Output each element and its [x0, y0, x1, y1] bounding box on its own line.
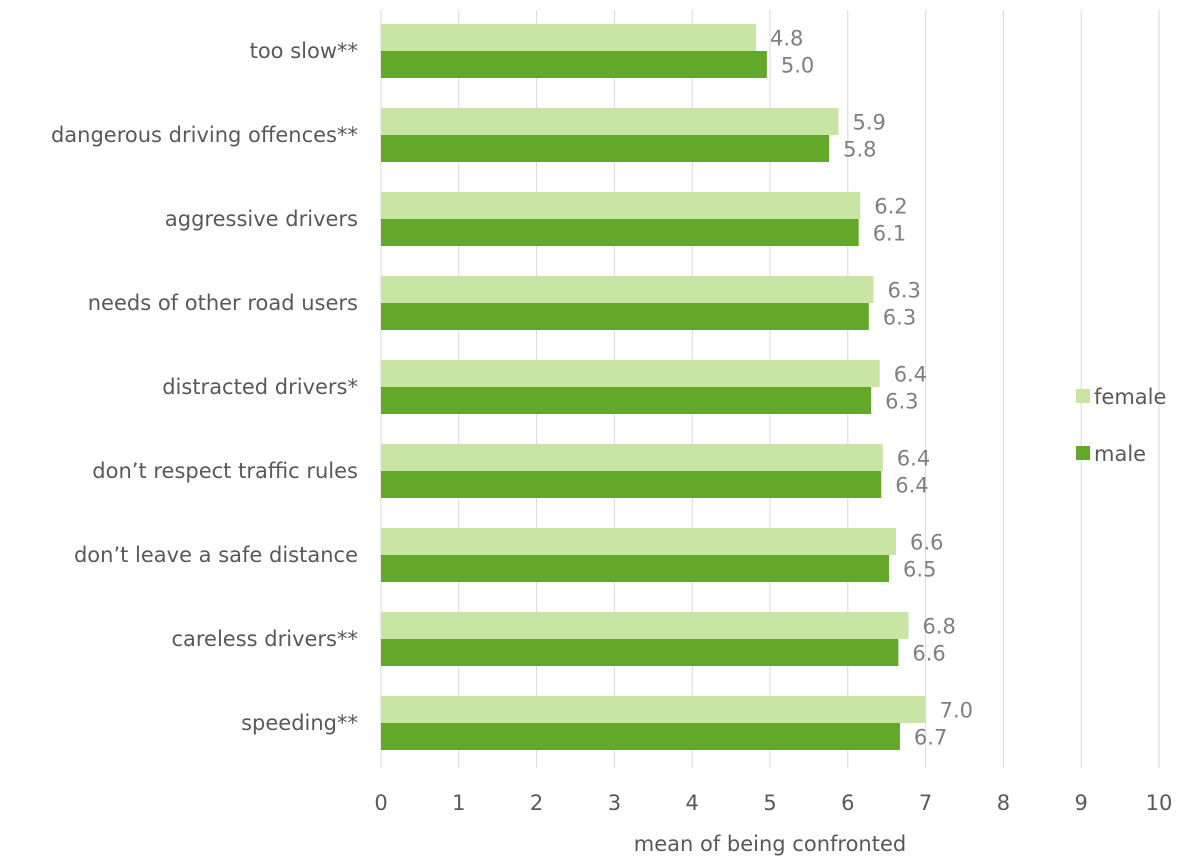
category-label: careless drivers**	[171, 627, 358, 651]
bar-female	[381, 528, 897, 555]
value-label-female: 6.3	[887, 279, 920, 303]
legend-swatch-male	[1076, 446, 1090, 460]
bar-female	[381, 696, 926, 723]
x-tick-label-0: 0	[374, 791, 387, 815]
value-labels: 4.8 5.0 5.9 5.8 6.2 6.1 6.3 6.3 6.4 6.3 6.4 6.4 6.6 6…	[770, 27, 973, 750]
bar-female	[381, 444, 883, 471]
value-label-male: 6.3	[885, 390, 918, 414]
x-tick-label-4: 4	[686, 791, 699, 815]
bar-female	[381, 108, 839, 135]
x-tick-label-5: 5	[763, 791, 776, 815]
bar-male	[381, 135, 830, 162]
bar-female	[381, 612, 909, 639]
x-tick-label-8: 8	[997, 791, 1010, 815]
category-labels: too slow** dangerous driving offences** ag…	[51, 39, 358, 735]
category-label: distracted drivers*	[162, 375, 358, 399]
bar-female	[381, 276, 874, 303]
bar-male	[381, 723, 900, 750]
bar-female	[381, 360, 880, 387]
value-label-male: 6.1	[873, 222, 906, 246]
bar-male	[381, 51, 767, 78]
value-label-male: 6.6	[912, 642, 945, 666]
value-label-female: 6.8	[922, 615, 955, 639]
value-label-male: 5.0	[781, 54, 814, 78]
x-tick-label-2: 2	[530, 791, 543, 815]
category-label: speeding**	[241, 711, 358, 735]
bar-male	[381, 219, 859, 246]
bar-female	[381, 24, 756, 51]
category-label: dangerous driving offences**	[51, 123, 358, 147]
value-label-female: 6.2	[874, 195, 907, 219]
category-label: aggressive drivers	[165, 207, 358, 231]
bar-male	[381, 471, 882, 498]
bar-male	[381, 555, 890, 582]
legend: female male	[1076, 385, 1166, 466]
category-label: needs of other road users	[88, 291, 358, 315]
x-tick-label-7: 7	[919, 791, 932, 815]
legend-label-male: male	[1094, 442, 1146, 466]
bar-male	[381, 387, 872, 414]
x-tick-label-10: 10	[1146, 791, 1173, 815]
category-label: don’t respect traffic rules	[92, 459, 358, 483]
value-label-male: 6.3	[883, 306, 916, 330]
x-tick-label-9: 9	[1075, 791, 1088, 815]
x-axis-title: mean of being confronted	[634, 832, 906, 856]
bars	[381, 24, 926, 750]
value-label-male: 6.5	[903, 558, 936, 582]
value-label-female: 5.9	[852, 111, 885, 135]
category-label: don’t leave a safe distance	[74, 543, 358, 567]
x-tick-label-3: 3	[608, 791, 621, 815]
value-label-female: 6.4	[894, 363, 927, 387]
value-label-female: 6.6	[910, 531, 943, 555]
x-tick-labels: 0 1 2 3 4 5 6 7 8 9 10	[374, 791, 1172, 815]
value-label-male: 5.8	[843, 138, 876, 162]
value-label-female: 6.4	[897, 447, 930, 471]
legend-label-female: female	[1094, 385, 1166, 409]
x-tick-label-6: 6	[841, 791, 854, 815]
value-label-female: 7.0	[940, 699, 973, 723]
bar-female	[381, 192, 861, 219]
value-label-female: 4.8	[770, 27, 803, 51]
x-tick-label-1: 1	[452, 791, 465, 815]
value-label-male: 6.7	[914, 726, 947, 750]
value-label-male: 6.4	[895, 474, 928, 498]
bar-male	[381, 303, 869, 330]
bar-male	[381, 639, 899, 666]
legend-swatch-female	[1076, 389, 1090, 403]
category-label: too slow**	[250, 39, 358, 63]
